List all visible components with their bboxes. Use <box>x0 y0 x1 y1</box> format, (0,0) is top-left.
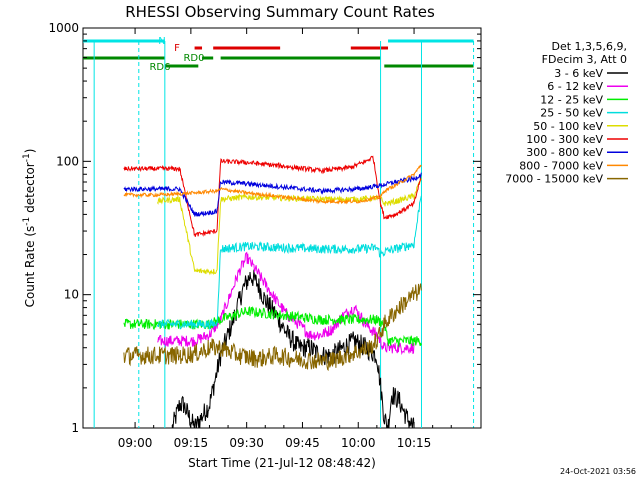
series-line-300-800-kev <box>123 172 422 218</box>
flag-f-label: F <box>174 43 180 54</box>
series-line-3-6-kev <box>172 269 415 429</box>
legend-label-50-100-kev: 50 - 100 keV <box>533 120 603 133</box>
x-axis-label: Start Time (21-Jul-12 08:48:42) <box>188 456 376 470</box>
series-line-800-7000-kev <box>123 164 422 205</box>
legend-label-3-6-kev: 3 - 6 keV <box>554 67 603 80</box>
x-axis: 09:00 09:15 09:30 09:45 10:00 10:15 <box>118 28 452 450</box>
y-axis: 1 10 100 1000 <box>48 21 481 435</box>
series-layer <box>123 155 422 429</box>
x-tick-label: 10:15 <box>397 436 432 450</box>
x-tick-label: 10:00 <box>341 436 376 450</box>
legend-label-12-25-kev: 12 - 25 keV <box>540 93 603 106</box>
x-tick-label: 09:00 <box>118 436 153 450</box>
chart-title: RHESSI Observing Summary Count Rates <box>125 3 435 21</box>
x-tick-label: 09:45 <box>285 436 320 450</box>
legend-label-7000-15000-kev: 7000 - 15000 keV <box>505 173 603 186</box>
legend-header-line-1: Det 1,3,5,6,9, <box>551 40 627 53</box>
legend-label-300-800-kev: 300 - 800 keV <box>526 146 603 159</box>
legend: Det 1,3,5,6,9, FDecim 3, Att 0 3 - 6 keV… <box>505 40 628 186</box>
series-line-25-50-kev <box>156 195 422 331</box>
y-axis-label: Count Rate (s-1 detector-1) <box>22 149 37 308</box>
x-tick-label: 09:30 <box>229 436 264 450</box>
legend-header-line-2: FDecim 3, Att 0 <box>542 53 627 66</box>
legend-label-100-300-kev: 100 - 300 keV <box>526 133 603 146</box>
saa-layer <box>93 41 475 428</box>
series-line-100-300-kev <box>123 155 422 237</box>
y-tick-label: 100 <box>56 154 79 168</box>
legend-label-800-7000-kev: 800 - 7000 keV <box>519 159 603 172</box>
series-line-7000-15000-kev <box>123 283 422 372</box>
legend-label-6-12-kev: 6 - 12 keV <box>547 80 603 93</box>
y-tick-label: 10 <box>64 288 79 302</box>
series-line-6-12-kev <box>157 251 415 356</box>
plot-frame <box>82 27 482 429</box>
series-line-12-25-kev <box>123 306 422 348</box>
flag-rd6-label: RD6 <box>149 62 170 73</box>
flag-n-label: N <box>158 36 165 47</box>
timestamp: 24-Oct-2021 03:56 <box>560 467 636 476</box>
x-tick-label: 09:15 <box>174 436 209 450</box>
flag-rd0-label: RD0 <box>183 53 204 64</box>
y-tick-label: 1 <box>71 421 79 435</box>
legend-label-25-50-kev: 25 - 50 keV <box>540 107 603 120</box>
y-tick-label: 1000 <box>48 21 79 35</box>
